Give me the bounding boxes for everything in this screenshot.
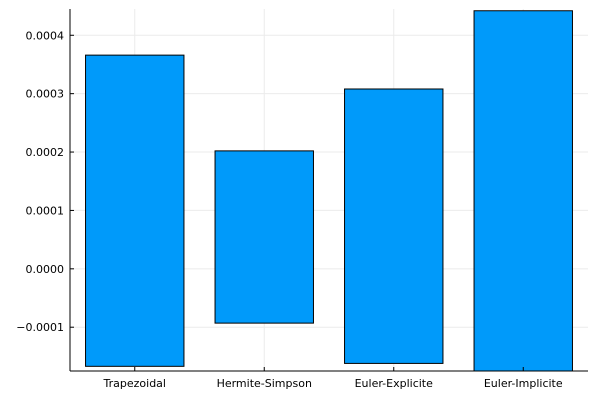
bar-hermite-simpson xyxy=(214,150,314,324)
y-tick-label: 0.0001 xyxy=(26,204,65,217)
x-tick-label: Hermite-Simpson xyxy=(217,377,312,390)
x-ticks: Trapezoidal Hermite-Simpson Euler-Explicit… xyxy=(103,367,563,390)
y-tick-label: 0.0002 xyxy=(26,146,65,159)
x-tick-label: Trapezoidal xyxy=(103,377,166,390)
bar-euler-implicite xyxy=(473,10,573,372)
y-ticks: −0.0001 0.0000 0.0001 0.0002 0.0003 0.0004 xyxy=(16,29,74,334)
bar-trapezoidal xyxy=(85,54,185,367)
y-tick-label: 0.0000 xyxy=(26,263,65,276)
y-tick-label: 0.0003 xyxy=(26,88,65,101)
bars-layer xyxy=(85,10,573,372)
x-tick-label: Euler-Explicite xyxy=(355,377,434,390)
x-tick-label: Euler-Implicite xyxy=(484,377,563,390)
axes-layer xyxy=(69,9,588,372)
y-tick-label: −0.0001 xyxy=(16,321,64,334)
bar-euler-explicite xyxy=(344,88,444,364)
y-tick-label: 0.0004 xyxy=(26,29,65,42)
